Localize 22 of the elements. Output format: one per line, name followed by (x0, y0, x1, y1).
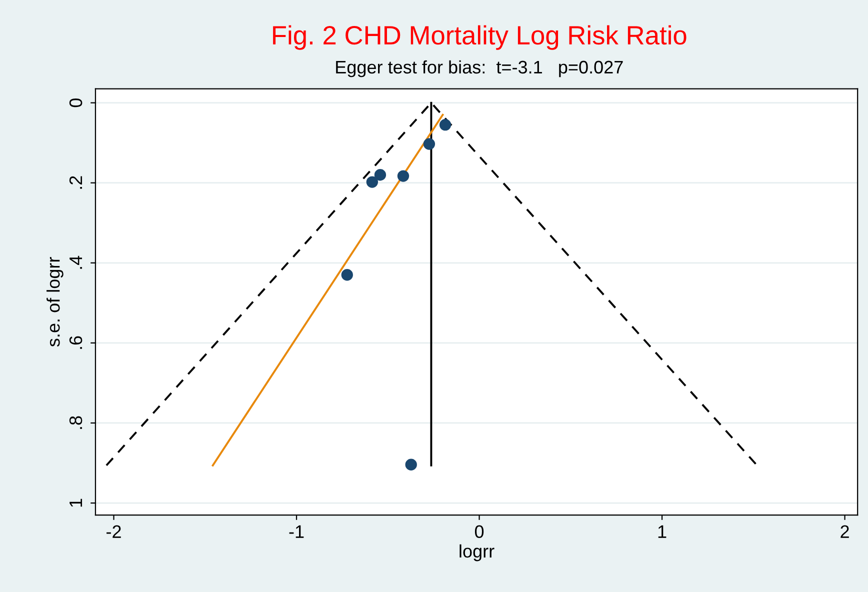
y-tick-label: .6 (69, 336, 82, 349)
x-tick-label: 2 (840, 525, 849, 538)
y-tick-label: .2 (69, 176, 82, 189)
point (405, 458, 417, 470)
y-tick-label: 0 (69, 98, 82, 108)
point (439, 118, 452, 131)
x-axis-title: logrr (460, 544, 494, 562)
y-tick-label: 1 (70, 498, 82, 507)
x-tick-label: 1 (658, 525, 666, 538)
y-tick-label: .8 (69, 416, 82, 429)
x-tick-label: -1 (289, 525, 304, 538)
point (366, 176, 378, 188)
point (423, 138, 436, 150)
y-tick-label: .4 (70, 256, 82, 269)
x-tick-label: 0 (474, 525, 484, 538)
x-tick-label: -2 (106, 525, 121, 538)
chart-title: Fig. 2 CHD Mortality Log Risk Ratio (273, 25, 686, 50)
chart-subtitle: Egger test for bias: t=-3.1 p=0.027 (336, 60, 623, 78)
point (341, 269, 353, 281)
point (374, 169, 386, 181)
point (397, 170, 410, 182)
y-axis-title: s.e. of logrr (46, 257, 64, 347)
